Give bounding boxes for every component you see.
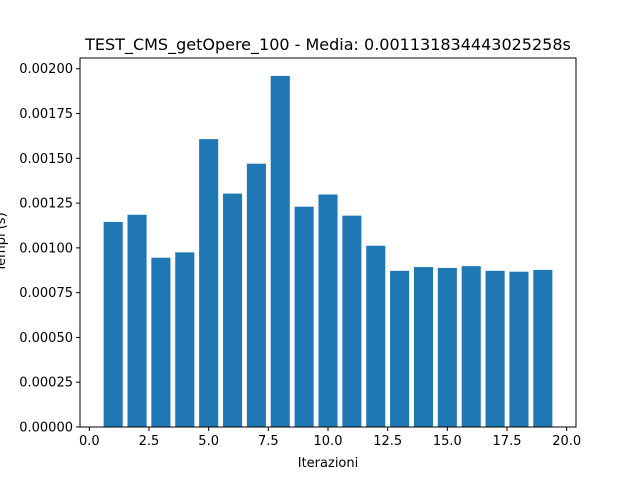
bar-5 [199, 139, 219, 428]
bar-8 [270, 75, 290, 427]
x-tick-label: 12.5 [373, 434, 402, 449]
x-tick-label: 10.0 [314, 434, 343, 449]
bar-4 [175, 252, 195, 427]
bar-6 [222, 193, 243, 427]
bar-9 [294, 206, 314, 427]
bar-17 [485, 270, 505, 427]
y-tick-label: 0.00100 [19, 241, 73, 256]
bar-3 [151, 257, 171, 427]
bar-19 [533, 269, 553, 427]
x-tick-label: 17.5 [493, 434, 522, 449]
x-axis-label: Iterazioni [298, 456, 358, 471]
bar-12 [366, 245, 386, 427]
bars-group [103, 75, 553, 428]
x-tick-label: 7.5 [258, 434, 279, 449]
x-tick-label: 0.0 [79, 434, 100, 449]
bar-14 [413, 267, 434, 427]
bar-11 [342, 215, 362, 427]
y-tick-label: 0.00075 [19, 286, 73, 301]
y-tick-label: 0.00125 [19, 197, 73, 212]
bar-15 [437, 267, 457, 427]
bar-7 [246, 163, 266, 428]
bar-2 [127, 214, 147, 427]
chart-title: TEST_CMS_getOpere_100 - Media: 0.0011318… [84, 35, 571, 55]
y-tick-label: 0.00175 [19, 107, 73, 122]
y-tick-label: 0.00025 [19, 376, 73, 391]
bar-13 [390, 270, 410, 427]
y-tick-label: 0.00200 [19, 62, 73, 77]
x-tick-label: 15.0 [433, 434, 462, 449]
x-tick-label: 5.0 [198, 434, 219, 449]
bar-16 [461, 266, 481, 427]
y-tick-label: 0.00150 [19, 152, 73, 167]
x-tick-label: 2.5 [139, 434, 160, 449]
bar-18 [509, 271, 529, 427]
y-axis-ticks: 0.00000 0.00025 0.00050 0.00075 0.00100 0.001… [19, 62, 80, 436]
y-tick-label: 0.00000 [19, 421, 73, 436]
bar-10 [318, 194, 338, 427]
y-axis-label: Tempi (s) [0, 212, 9, 272]
bar-1 [103, 221, 123, 427]
y-tick-label: 0.00050 [19, 331, 73, 346]
x-tick-label: 20.0 [552, 434, 581, 449]
x-axis-ticks: 0.0 2.5 5.0 7.5 10.0 12.5 15.0 17.5 20.0 [79, 427, 581, 449]
plot-area-frame [79, 57, 577, 428]
